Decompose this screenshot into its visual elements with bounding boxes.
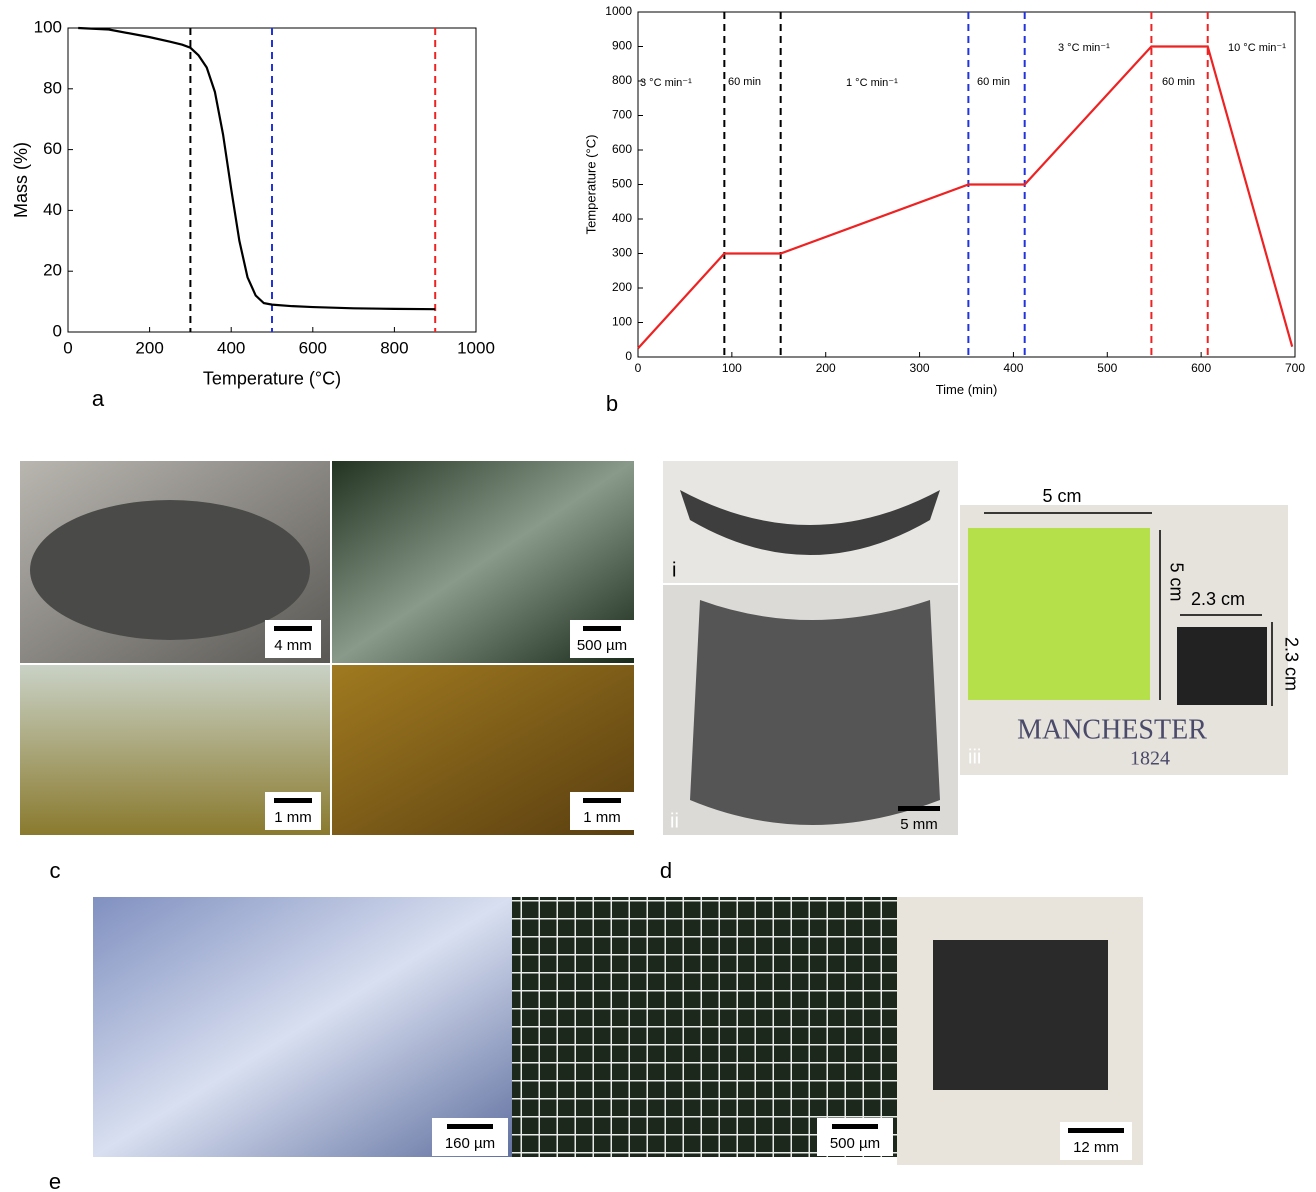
y-tick-label: 300 xyxy=(612,246,632,260)
scale-bar-label: 500 µm xyxy=(577,637,627,654)
scale-bar-label: 1 mm xyxy=(274,809,312,826)
y-tick-label: 500 xyxy=(612,177,632,191)
scale-bar-label: 5 mm xyxy=(900,816,938,833)
y-tick-label: 900 xyxy=(612,39,632,53)
annotation: 60 min xyxy=(1162,76,1195,88)
panel-label: c xyxy=(50,858,61,883)
scale-bar xyxy=(583,626,621,631)
scale-bar xyxy=(1068,1128,1124,1133)
dimension-label: 5 cm xyxy=(1166,562,1186,601)
photo xyxy=(30,500,310,640)
y-tick-label: 100 xyxy=(612,315,632,329)
annotation: 3 °C min⁻¹ xyxy=(640,77,692,89)
photo-text: MANCHESTER xyxy=(1017,714,1207,745)
photos xyxy=(20,461,1288,1165)
x-tick-label: 600 xyxy=(1191,361,1211,375)
photo xyxy=(968,528,1150,700)
scale-bar xyxy=(274,798,312,803)
data-line xyxy=(78,28,435,309)
x-tick-label: 600 xyxy=(299,338,327,357)
y-tick-label: 200 xyxy=(612,280,632,294)
scale-bar xyxy=(274,626,312,631)
y-tick-label: 0 xyxy=(53,321,62,340)
x-tick-label: 200 xyxy=(816,361,836,375)
x-tick-label: 700 xyxy=(1285,361,1305,375)
scale-bar-label: 4 mm xyxy=(274,637,312,654)
x-tick-label: 100 xyxy=(722,361,742,375)
x-tick-label: 200 xyxy=(135,338,163,357)
annotation: 10 °C min⁻¹ xyxy=(1228,42,1286,54)
annotation: 60 min xyxy=(977,76,1010,88)
figure: 02004006008001000020406080100Temperature… xyxy=(0,0,1316,1192)
data-line xyxy=(638,47,1292,349)
scale-bar xyxy=(898,806,940,811)
annotation: 1 °C min⁻¹ xyxy=(846,77,898,89)
sub-label: ii xyxy=(670,810,679,832)
x-tick-label: 0 xyxy=(63,338,72,357)
panel-label: b xyxy=(606,391,618,416)
y-tick-label: 700 xyxy=(612,108,632,122)
x-tick-label: 800 xyxy=(380,338,408,357)
scale-bar-label: 160 µm xyxy=(445,1135,495,1152)
sub-label: i xyxy=(672,559,676,581)
photo xyxy=(1177,627,1267,705)
y-tick-label: 600 xyxy=(612,142,632,156)
y-tick-label: 100 xyxy=(34,17,62,36)
scale-bar xyxy=(583,798,621,803)
y-tick-label: 20 xyxy=(43,261,62,280)
scale-bar xyxy=(832,1124,878,1129)
annotation: 3 °C min⁻¹ xyxy=(1058,42,1110,54)
y-axis-label: Mass (%) xyxy=(11,142,31,218)
dimension-label: 2.3 cm xyxy=(1281,637,1301,691)
x-tick-label: 1000 xyxy=(457,338,495,357)
dimension-label: 2.3 cm xyxy=(1191,589,1245,609)
x-tick-label: 0 xyxy=(635,361,642,375)
scale-bar-label: 500 µm xyxy=(830,1135,880,1152)
panel-label: e xyxy=(49,1169,61,1192)
panel-label: a xyxy=(92,386,105,411)
y-axis-label: Temperature (°C) xyxy=(583,135,598,235)
photo xyxy=(690,600,940,825)
y-tick-label: 60 xyxy=(43,139,62,158)
panel-label: d xyxy=(660,858,672,883)
x-tick-label: 400 xyxy=(1003,361,1023,375)
scale-bar-label: 1 mm xyxy=(583,809,621,826)
x-axis-label: Temperature (°C) xyxy=(203,368,341,388)
scale-bar-label: 12 mm xyxy=(1073,1139,1119,1156)
y-tick-label: 400 xyxy=(612,211,632,225)
x-axis-label: Time (min) xyxy=(936,382,998,397)
scale-bar xyxy=(447,1124,493,1129)
photo-text: 1824 xyxy=(1130,748,1170,770)
photo xyxy=(933,940,1108,1090)
sub-label: iii xyxy=(968,746,981,768)
y-tick-label: 1000 xyxy=(605,4,632,18)
y-tick-label: 0 xyxy=(625,349,632,363)
x-tick-label: 500 xyxy=(1097,361,1117,375)
y-tick-label: 40 xyxy=(43,200,62,219)
y-tick-label: 800 xyxy=(612,73,632,87)
annotation: 60 min xyxy=(728,76,761,88)
x-tick-label: 400 xyxy=(217,338,245,357)
x-tick-label: 300 xyxy=(910,361,930,375)
y-tick-label: 80 xyxy=(43,78,62,97)
dimension-label: 5 cm xyxy=(1042,486,1081,506)
